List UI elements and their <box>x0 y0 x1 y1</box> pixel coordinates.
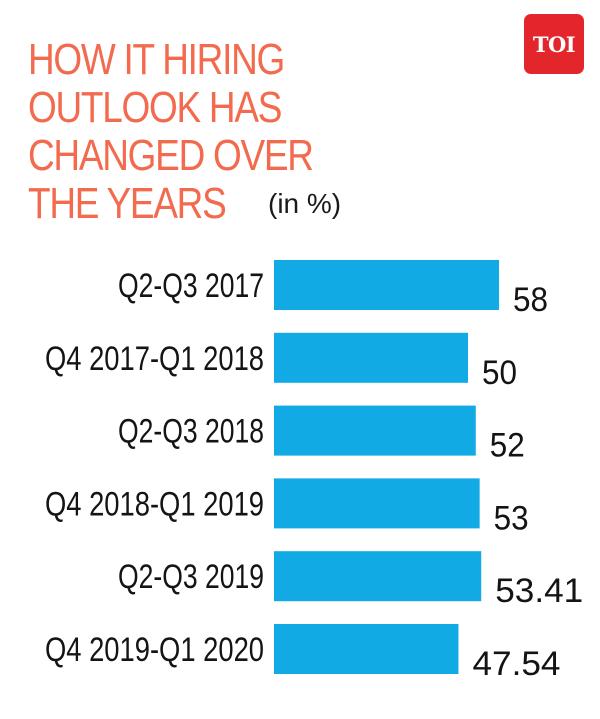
bar <box>274 405 476 456</box>
value-label: 47.54 <box>472 645 560 683</box>
bar <box>274 260 500 310</box>
category-label: Q4 2018-Q1 2019 <box>45 485 264 523</box>
logo-text: TOI <box>532 31 576 57</box>
category-label: Q4 2019-Q1 2020 <box>45 631 264 669</box>
unit-label: (in %) <box>268 188 342 219</box>
category-label: Q4 2017-Q1 2018 <box>45 340 264 378</box>
bar <box>274 624 459 674</box>
value-label: 50 <box>482 354 517 392</box>
bar <box>274 551 482 602</box>
chart-title: HOW IT HIRING OUTLOOK HAS CHANGED OVER T… <box>28 36 368 228</box>
bar <box>274 332 468 383</box>
value-label: 58 <box>513 281 548 319</box>
title-line-1: HOW IT HIRING <box>28 35 285 84</box>
title-line-4: THE YEARS <box>28 179 227 228</box>
toi-logo: TOI <box>524 14 584 74</box>
value-label: 53.41 <box>495 572 583 610</box>
title-line-3: CHANGED OVER <box>28 131 314 180</box>
category-label: Q2-Q3 2019 <box>118 558 264 596</box>
bar <box>274 478 480 529</box>
category-label: Q2-Q3 2017 <box>118 267 264 305</box>
value-label: 52 <box>490 427 525 465</box>
value-label: 53 <box>494 499 529 537</box>
category-label: Q2-Q3 2018 <box>118 413 264 451</box>
title-line-2: OUTLOOK HAS <box>28 83 282 132</box>
